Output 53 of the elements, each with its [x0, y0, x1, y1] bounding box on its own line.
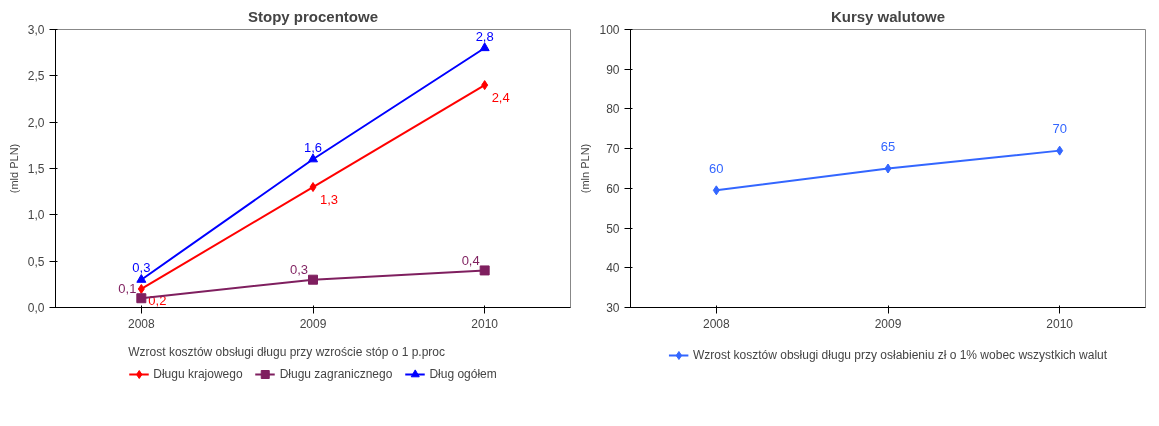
data-label: 2,4	[491, 89, 510, 105]
x-tick-label: 2009	[874, 316, 902, 331]
legend-label: Długu zagranicznego	[279, 367, 393, 381]
y-tick-label: 50	[606, 221, 620, 236]
data-label: 0,3	[289, 262, 309, 278]
data-label: 1,6	[303, 139, 323, 155]
x-tick-label: 2008	[127, 316, 156, 331]
point	[308, 274, 318, 285]
point	[136, 293, 147, 304]
y-tick-label: 60	[606, 181, 620, 196]
x-tick-label: 2008	[702, 316, 731, 331]
y-tick-label: 2,0	[27, 115, 45, 130]
y-axis-title: (mln PLN)	[579, 143, 592, 194]
legend-label: Długu krajowego	[153, 367, 243, 381]
data-label: 0,1	[118, 280, 137, 296]
data-label: 0,4	[461, 252, 480, 268]
y-axis-title: (mld PLN)	[7, 143, 20, 194]
point	[712, 185, 720, 196]
point	[136, 274, 147, 283]
point	[137, 283, 145, 294]
y-tick-label: 1,0	[27, 208, 45, 223]
legend-title: Wzrost kosztów obsługi długu przy wzroście stóp o 1 p.proc	[128, 345, 447, 359]
x-tick-label: 2010	[1046, 316, 1074, 331]
y-tick-label: 100	[599, 23, 620, 37]
y-tick-label: 0,5	[27, 254, 45, 269]
legend-label: Wzrost kosztów obsługi długu przy osłabieniu zł o 1% wobec wszystkich walut	[692, 348, 1108, 362]
point	[884, 163, 892, 174]
y-tick-label: 0,0	[27, 301, 45, 315]
chart-title: Stopy procentowe	[247, 7, 379, 25]
point	[479, 265, 490, 276]
point	[1056, 145, 1064, 156]
data-label: 1,3	[319, 191, 339, 207]
point	[309, 182, 317, 193]
chart-title: Kursy walutowe	[830, 7, 946, 25]
legend-label: Dług ogółem	[429, 367, 497, 381]
data-label: 65	[880, 139, 896, 154]
point	[479, 42, 490, 52]
y-tick-label: 70	[606, 142, 620, 157]
data-label: 0,3	[132, 260, 151, 276]
point	[308, 153, 318, 163]
y-tick-label: 1,5	[27, 162, 45, 176]
y-tick-label: 3,0	[27, 23, 45, 37]
y-tick-label: 2,5	[27, 69, 45, 84]
y-tick-label: 40	[606, 261, 620, 276]
y-tick-label: 80	[606, 102, 620, 117]
data-label: 70	[1052, 121, 1067, 137]
y-tick-label: 30	[606, 301, 620, 315]
data-label: 2,8	[475, 28, 494, 44]
x-tick-label: 2010	[471, 316, 499, 331]
point	[481, 80, 489, 91]
data-label: 60	[709, 160, 724, 176]
y-tick-label: 90	[606, 62, 620, 77]
x-tick-label: 2009	[299, 316, 327, 331]
